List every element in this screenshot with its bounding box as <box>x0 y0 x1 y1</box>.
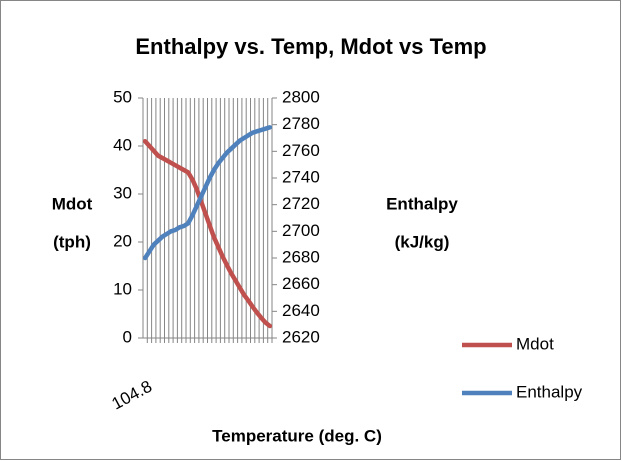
x-axis-title: Temperature (deg. C) <box>212 426 382 445</box>
line-series <box>142 138 273 329</box>
legend-label: Mdot <box>516 334 554 353</box>
y2-axis-title: Enthalpy <box>386 194 458 213</box>
y2-tick-label: 2700 <box>282 221 320 240</box>
y-tick-label: 40 <box>113 135 132 154</box>
y-axis-title: (tph) <box>53 232 91 251</box>
y2-tick-label: 2660 <box>282 274 320 293</box>
chart-title: Enthalpy vs. Temp, Mdot vs Temp <box>135 34 486 59</box>
legend-label: Enthalpy <box>516 382 583 401</box>
y2-tick-label: 2780 <box>282 114 320 133</box>
y2-tick-label: 2640 <box>282 301 320 320</box>
y2-tick-label: 2740 <box>282 167 320 186</box>
y2-tick-label: 2760 <box>282 141 320 160</box>
y2-tick-label: 2800 <box>282 87 320 106</box>
y-axis-title: Mdot <box>52 194 93 213</box>
y-tick-label: 20 <box>113 231 132 250</box>
line-series <box>142 125 273 261</box>
y-tick-label: 30 <box>113 183 132 202</box>
y2-axis-title: (kJ/kg) <box>395 232 450 251</box>
y-tick-label: 10 <box>113 279 132 298</box>
y-tick-label: 0 <box>123 327 132 346</box>
y2-tick-label: 2620 <box>282 327 320 346</box>
y2-tick-label: 2680 <box>282 247 320 266</box>
y2-tick-label: 2720 <box>282 194 320 213</box>
y-tick-label: 50 <box>113 87 132 106</box>
